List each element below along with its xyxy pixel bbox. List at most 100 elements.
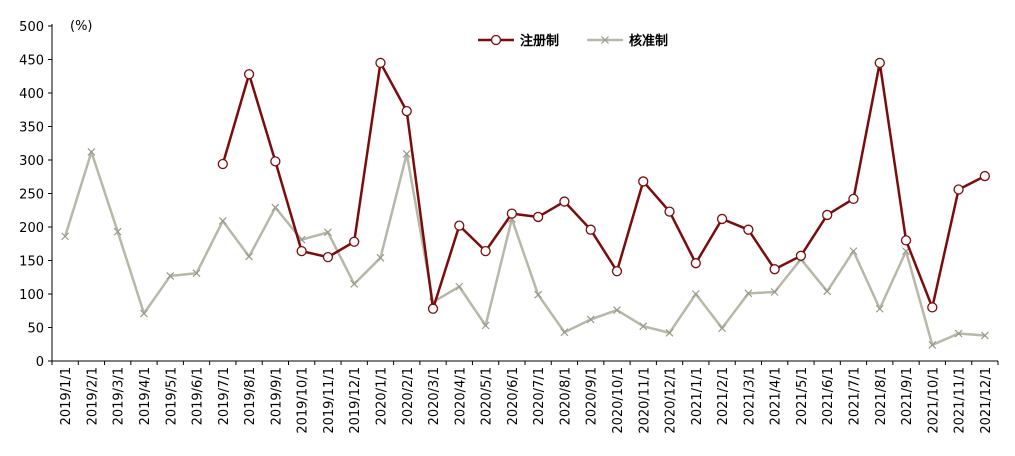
data-point: [113, 227, 122, 236]
legend-marker: [601, 36, 609, 44]
y-tick-label: 50: [27, 322, 44, 337]
data-point: [664, 206, 675, 217]
x-tick-label: 2019/11/1: [322, 367, 337, 434]
y-axis: 0 50 100 150 200 250 300 350 400 450 500: [19, 20, 53, 370]
x-tick-label: 2020/11/1: [637, 367, 652, 434]
x-tick-label: 2021/1/1: [690, 367, 705, 425]
data-point: [639, 322, 648, 331]
y-tick-label: 400: [19, 87, 44, 102]
series-0: [217, 57, 991, 314]
series-line: [63, 150, 985, 347]
data-point: [454, 220, 465, 231]
x-tick-label: 2020/5/1: [480, 367, 495, 425]
data-point: [875, 304, 884, 313]
data-point: [192, 269, 201, 278]
data-point: [243, 69, 255, 80]
x-tick-label: 2019/10/1: [296, 367, 311, 434]
x-tick-label: 2020/12/1: [664, 367, 679, 434]
y-tick-label: 350: [19, 121, 44, 136]
data-point: [350, 280, 359, 288]
data-point: [166, 271, 175, 280]
data-point: [849, 247, 858, 256]
x-tick-label: 2021/3/1: [742, 367, 757, 425]
data-point: [690, 258, 701, 269]
x-tick-label: 2019/1/1: [59, 367, 74, 425]
data-point: [874, 57, 885, 68]
x-tick-label: 2019/2/1: [85, 367, 100, 425]
x-tick-label: 2020/9/1: [585, 367, 600, 425]
data-point: [954, 329, 963, 338]
x-tick-label: 2019/8/1: [243, 367, 258, 425]
data-point: [848, 193, 859, 205]
data-point: [585, 224, 596, 235]
data-point: [586, 315, 595, 324]
data-point: [323, 228, 332, 237]
x-tick-label: 2021/2/1: [716, 367, 731, 425]
x-tick-label: 2021/8/1: [874, 367, 889, 425]
data-point: [506, 208, 518, 219]
data-point: [560, 328, 569, 337]
x-tick-label: 2021/4/1: [769, 367, 784, 425]
data-point: [928, 340, 937, 349]
data-point: [427, 303, 439, 314]
legend: 注册制 核准制: [478, 33, 668, 49]
unit-label: (%): [70, 19, 93, 34]
x-tick-label: 2019/12/1: [348, 367, 363, 434]
data-point: [455, 282, 464, 291]
x-tick-label: 2021/10/1: [926, 367, 941, 434]
x-tick-label: 2019/6/1: [191, 367, 206, 425]
x-tick-label: 2021/9/1: [900, 367, 915, 425]
data-point: [217, 158, 228, 170]
x-tick-label: 2019/3/1: [112, 367, 127, 425]
data-point: [611, 266, 623, 277]
data-point: [245, 252, 254, 261]
data-point: [795, 250, 807, 261]
data-point: [534, 290, 543, 299]
x-tick-label: 2019/4/1: [138, 367, 153, 425]
data-point: [480, 245, 491, 257]
data-point: [296, 245, 307, 257]
y-tick-label: 200: [19, 221, 44, 236]
legend-item: 注册制: [478, 33, 559, 49]
data-point: [559, 196, 570, 207]
y-tick-label: 450: [19, 54, 44, 69]
x-tick-label: 2020/2/1: [401, 367, 416, 425]
data-point: [61, 232, 70, 241]
data-point: [770, 288, 779, 296]
data-point: [718, 324, 727, 333]
y-tick-label: 0: [36, 355, 44, 370]
x-tick-label: 2019/7/1: [217, 367, 232, 425]
x-tick-label: 2021/7/1: [847, 367, 862, 425]
data-point: [402, 150, 411, 158]
data-point: [769, 264, 780, 275]
data-point: [665, 328, 674, 337]
x-tick-label: 2020/3/1: [427, 367, 442, 425]
data-point: [140, 309, 148, 318]
data-point: [927, 302, 938, 313]
series-1: [61, 148, 989, 349]
data-point: [270, 156, 281, 167]
x-tick-label: 2020/4/1: [453, 367, 468, 425]
x-tick-label: 2020/6/1: [506, 367, 521, 425]
data-point: [822, 209, 833, 221]
legend-label: 注册制: [520, 33, 559, 49]
x-tick-label: 2021/6/1: [821, 367, 836, 425]
x-tick-label: 2020/7/1: [532, 367, 547, 425]
y-tick-label: 150: [19, 255, 44, 270]
data-point: [613, 306, 621, 315]
data-point: [953, 184, 964, 195]
x-tick-label: 2019/9/1: [269, 367, 284, 425]
data-point: [744, 289, 753, 298]
y-tick-label: 300: [19, 154, 44, 169]
x-tick-label: 2021/5/1: [795, 367, 810, 425]
data-point: [401, 105, 412, 117]
x-axis: 2019/1/1 2019/2/1 2019/3/1 2019/4/1 2019/5/1…: [51, 360, 999, 434]
x-tick-label: 2020/10/1: [611, 367, 626, 434]
data-point: [376, 253, 385, 262]
data-point: [322, 251, 334, 263]
y-tick-label: 100: [19, 288, 44, 303]
data-point: [87, 148, 96, 156]
data-point: [900, 235, 912, 246]
